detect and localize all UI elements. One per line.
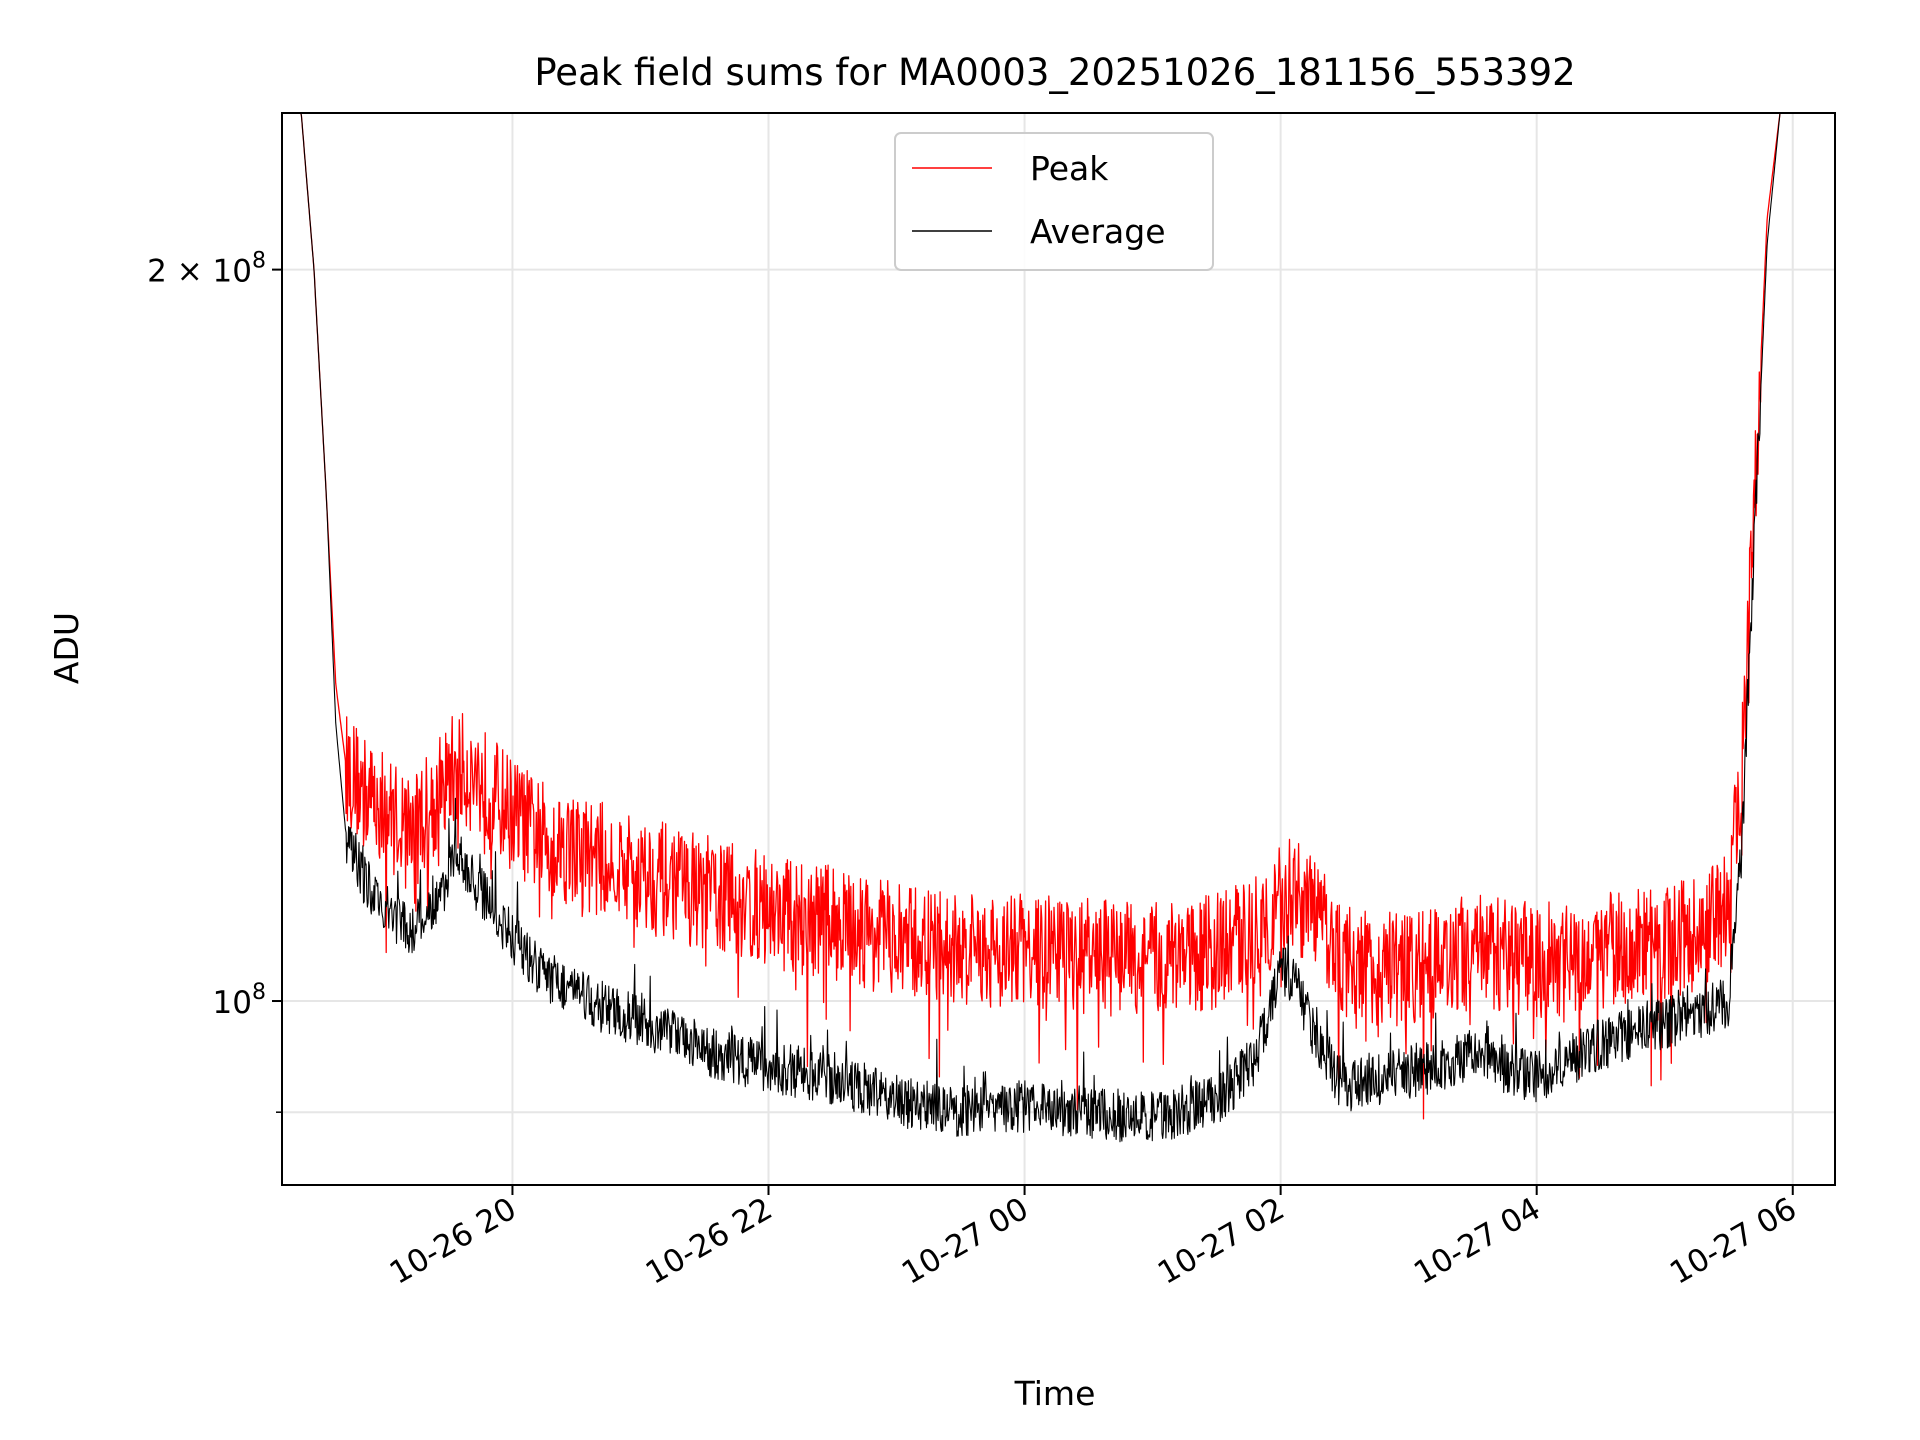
legend-label-average: Average [1030, 212, 1166, 251]
y-tick-label: 2 × 108 [147, 249, 266, 290]
legend-label-peak: Peak [1030, 149, 1109, 188]
grid-layer [282, 113, 1835, 1185]
y-tick-label: 108 [213, 980, 266, 1021]
series-line-peak [281, 112, 1836, 1120]
chart-title: Peak field sums for MA0003_20251026_1811… [534, 51, 1575, 94]
legend: Peak Average [894, 132, 1214, 271]
series-line-average [282, 112, 1835, 1143]
series-layer [281, 112, 1836, 1143]
x-axis-label: Time [1014, 1374, 1096, 1413]
y-axis-label: ADU [47, 612, 86, 684]
plot-frame [281, 112, 1836, 1186]
